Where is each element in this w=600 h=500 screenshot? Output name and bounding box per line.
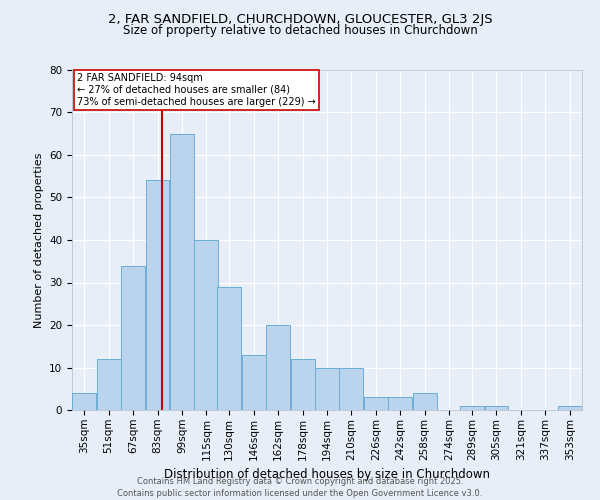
Bar bbox=[364, 397, 388, 410]
Y-axis label: Number of detached properties: Number of detached properties bbox=[34, 152, 44, 328]
X-axis label: Distribution of detached houses by size in Churchdown: Distribution of detached houses by size … bbox=[164, 468, 490, 481]
Bar bbox=[266, 325, 290, 410]
Bar bbox=[290, 359, 314, 410]
Bar bbox=[460, 406, 484, 410]
Bar bbox=[485, 406, 508, 410]
Bar bbox=[170, 134, 194, 410]
Bar bbox=[413, 393, 437, 410]
Bar bbox=[146, 180, 169, 410]
Text: Size of property relative to detached houses in Churchdown: Size of property relative to detached ho… bbox=[122, 24, 478, 37]
Bar bbox=[340, 368, 364, 410]
Bar bbox=[72, 393, 96, 410]
Bar bbox=[315, 368, 339, 410]
Bar bbox=[217, 286, 241, 410]
Bar bbox=[121, 266, 145, 410]
Text: 2, FAR SANDFIELD, CHURCHDOWN, GLOUCESTER, GL3 2JS: 2, FAR SANDFIELD, CHURCHDOWN, GLOUCESTER… bbox=[107, 12, 493, 26]
Bar bbox=[97, 359, 121, 410]
Bar bbox=[388, 397, 412, 410]
Bar bbox=[242, 355, 266, 410]
Text: Contains HM Land Registry data © Crown copyright and database right 2025.
Contai: Contains HM Land Registry data © Crown c… bbox=[118, 476, 482, 498]
Bar bbox=[558, 406, 582, 410]
Text: 2 FAR SANDFIELD: 94sqm
← 27% of detached houses are smaller (84)
73% of semi-det: 2 FAR SANDFIELD: 94sqm ← 27% of detached… bbox=[77, 74, 316, 106]
Bar bbox=[194, 240, 218, 410]
